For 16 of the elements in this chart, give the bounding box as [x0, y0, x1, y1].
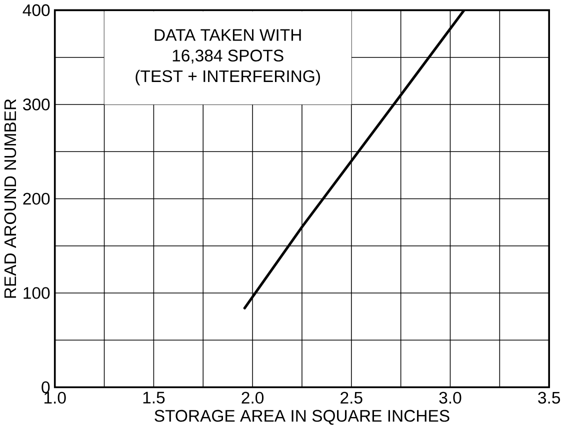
x-tick-label: 3.5 [538, 392, 560, 404]
y-tick-label: 300 [23, 98, 50, 110]
x-tick-label: 2.5 [340, 392, 362, 404]
y-tick-label: 100 [24, 287, 50, 299]
x-tick-label: 2.0 [242, 392, 264, 404]
x-axis-title: STORAGE AREA IN SQUARE INCHES [154, 410, 450, 425]
y-tick-label: 0 [42, 381, 50, 394]
y-tick-label: 200 [23, 192, 50, 205]
y-tick-label: 400 [22, 4, 50, 16]
annotation: (TEST + INTERFERING) [136, 70, 320, 86]
x-tick-label: 1.0 [44, 392, 66, 404]
x-tick-label: 1.5 [143, 392, 165, 404]
y-axis-title: READ AROUND NUMBER [4, 99, 16, 298]
annotation: DATA TAKEN WITH [154, 29, 301, 41]
x-tick-label: 3.0 [439, 392, 462, 404]
annotation: 16,384 SPOTS [172, 50, 284, 64]
